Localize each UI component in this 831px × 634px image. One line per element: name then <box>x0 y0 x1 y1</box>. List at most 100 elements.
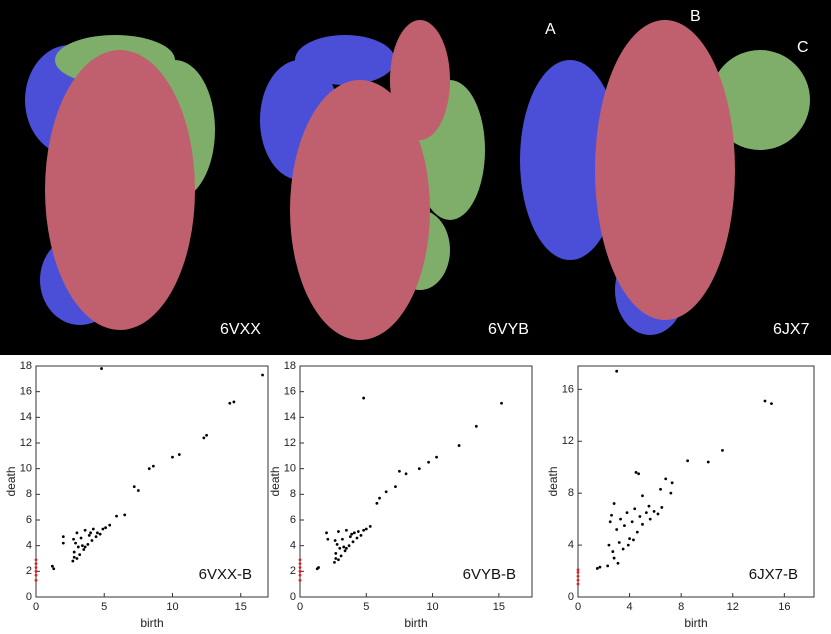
point <box>91 527 95 531</box>
point <box>394 485 397 489</box>
point <box>351 540 355 544</box>
point <box>72 537 75 541</box>
point <box>637 472 641 476</box>
y-tick-label: 6 <box>26 514 32 526</box>
point <box>362 528 366 532</box>
point <box>72 555 76 559</box>
y-axis-label: death <box>268 466 282 496</box>
point <box>34 573 38 577</box>
y-tick-label: 4 <box>568 539 574 551</box>
y-tick-label: 16 <box>562 383 574 395</box>
plot-frame <box>577 365 815 598</box>
point <box>76 545 80 549</box>
protein-6jx7 <box>520 20 810 335</box>
y-axis-label: death <box>4 466 18 496</box>
point <box>325 531 328 535</box>
point <box>348 535 352 539</box>
x-tick-label: 15 <box>235 601 247 613</box>
point <box>34 578 38 582</box>
point <box>89 531 92 535</box>
point <box>34 558 38 562</box>
panel-label: 6VXX <box>220 321 261 338</box>
point <box>115 514 118 518</box>
point <box>644 511 648 515</box>
point <box>98 532 102 536</box>
point <box>108 523 112 527</box>
y-tick-label: 16 <box>20 386 32 398</box>
point <box>435 455 438 459</box>
point <box>298 562 302 566</box>
point <box>228 401 232 405</box>
x-tick-label: 15 <box>493 601 505 613</box>
point <box>104 526 107 530</box>
x-tick-label: 5 <box>101 601 107 613</box>
point <box>619 517 622 521</box>
point <box>317 566 320 569</box>
x-tick-label: 16 <box>778 601 790 613</box>
point <box>61 535 65 539</box>
point <box>634 471 638 474</box>
point <box>630 520 634 524</box>
x-tick-label: 5 <box>363 601 369 613</box>
y-tick-label: 2 <box>26 565 32 577</box>
point <box>404 472 408 476</box>
point <box>78 553 82 557</box>
point <box>90 539 94 542</box>
point <box>375 501 379 505</box>
point <box>576 574 580 578</box>
point <box>686 459 690 463</box>
point <box>606 564 610 568</box>
point <box>350 532 354 536</box>
point <box>341 537 344 541</box>
point <box>101 527 105 531</box>
plot-frame <box>35 365 269 598</box>
point <box>352 531 356 535</box>
y-tick-label: 8 <box>568 487 574 499</box>
point <box>356 530 360 533</box>
point <box>347 544 351 548</box>
point <box>298 566 302 569</box>
point <box>608 520 612 524</box>
point <box>132 485 136 489</box>
y-tick-label: 12 <box>20 437 32 449</box>
point <box>612 502 616 505</box>
point <box>343 549 347 553</box>
point <box>205 433 208 437</box>
annotation: 6VYB-B <box>463 566 516 583</box>
point <box>633 507 637 511</box>
y-tick-label: 18 <box>284 360 296 372</box>
x-tick-label: 0 <box>33 601 39 613</box>
point <box>770 402 773 406</box>
point <box>87 534 91 537</box>
point <box>298 569 302 573</box>
x-tick-label: 8 <box>678 601 684 613</box>
point <box>641 522 644 526</box>
point <box>362 396 366 400</box>
point <box>763 399 767 403</box>
chain-label: A <box>545 21 556 38</box>
point <box>339 554 343 558</box>
point <box>670 481 674 485</box>
y-tick-label: 10 <box>284 463 296 475</box>
point <box>298 578 302 582</box>
point <box>576 582 580 586</box>
annotation: 6JX7-B <box>749 566 798 583</box>
point <box>576 578 580 582</box>
x-tick-label: 10 <box>166 601 178 613</box>
point <box>355 536 359 540</box>
point <box>52 567 56 571</box>
point <box>457 444 461 447</box>
point <box>364 527 368 531</box>
point <box>632 538 635 542</box>
point <box>576 570 580 574</box>
point <box>335 542 339 546</box>
point <box>652 509 656 513</box>
y-tick-label: 8 <box>26 488 32 500</box>
point <box>345 528 348 532</box>
point <box>177 453 181 456</box>
chain-label: C <box>797 39 809 56</box>
panel-label: 6JX7 <box>773 321 810 338</box>
point <box>50 564 54 568</box>
y-tick-label: 8 <box>290 488 296 500</box>
